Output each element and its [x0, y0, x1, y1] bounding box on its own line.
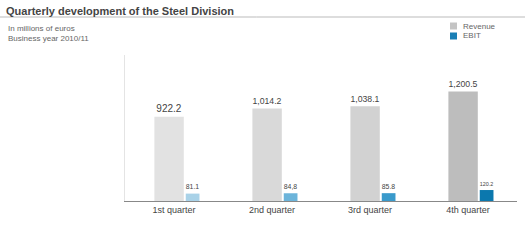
- svg-text:Quarterly development of the S: Quarterly development of the Steel Divis…: [6, 5, 234, 17]
- svg-text:2nd quarter: 2nd quarter: [249, 205, 295, 215]
- svg-text:1,038.1: 1,038.1: [350, 94, 379, 104]
- svg-text:1,014.2: 1,014.2: [252, 96, 281, 106]
- svg-text:81.1: 81.1: [186, 183, 200, 190]
- svg-text:In millions of eurosBusiness y: In millions of eurosBusiness year 2010/1…: [8, 24, 89, 43]
- svg-text:EBIT: EBIT: [463, 31, 481, 40]
- svg-text:120.2: 120.2: [480, 181, 493, 187]
- svg-text:1st quarter: 1st quarter: [152, 205, 195, 215]
- svg-text:85.8: 85.8: [382, 183, 396, 190]
- svg-text:84,8: 84,8: [284, 183, 298, 190]
- svg-text:Revenue: Revenue: [463, 22, 496, 31]
- svg-text:922.2: 922.2: [156, 103, 181, 114]
- svg-text:3rd quarter: 3rd quarter: [348, 205, 392, 215]
- svg-text:4th quarter: 4th quarter: [446, 205, 490, 215]
- svg-text:1,200.5: 1,200.5: [448, 79, 477, 89]
